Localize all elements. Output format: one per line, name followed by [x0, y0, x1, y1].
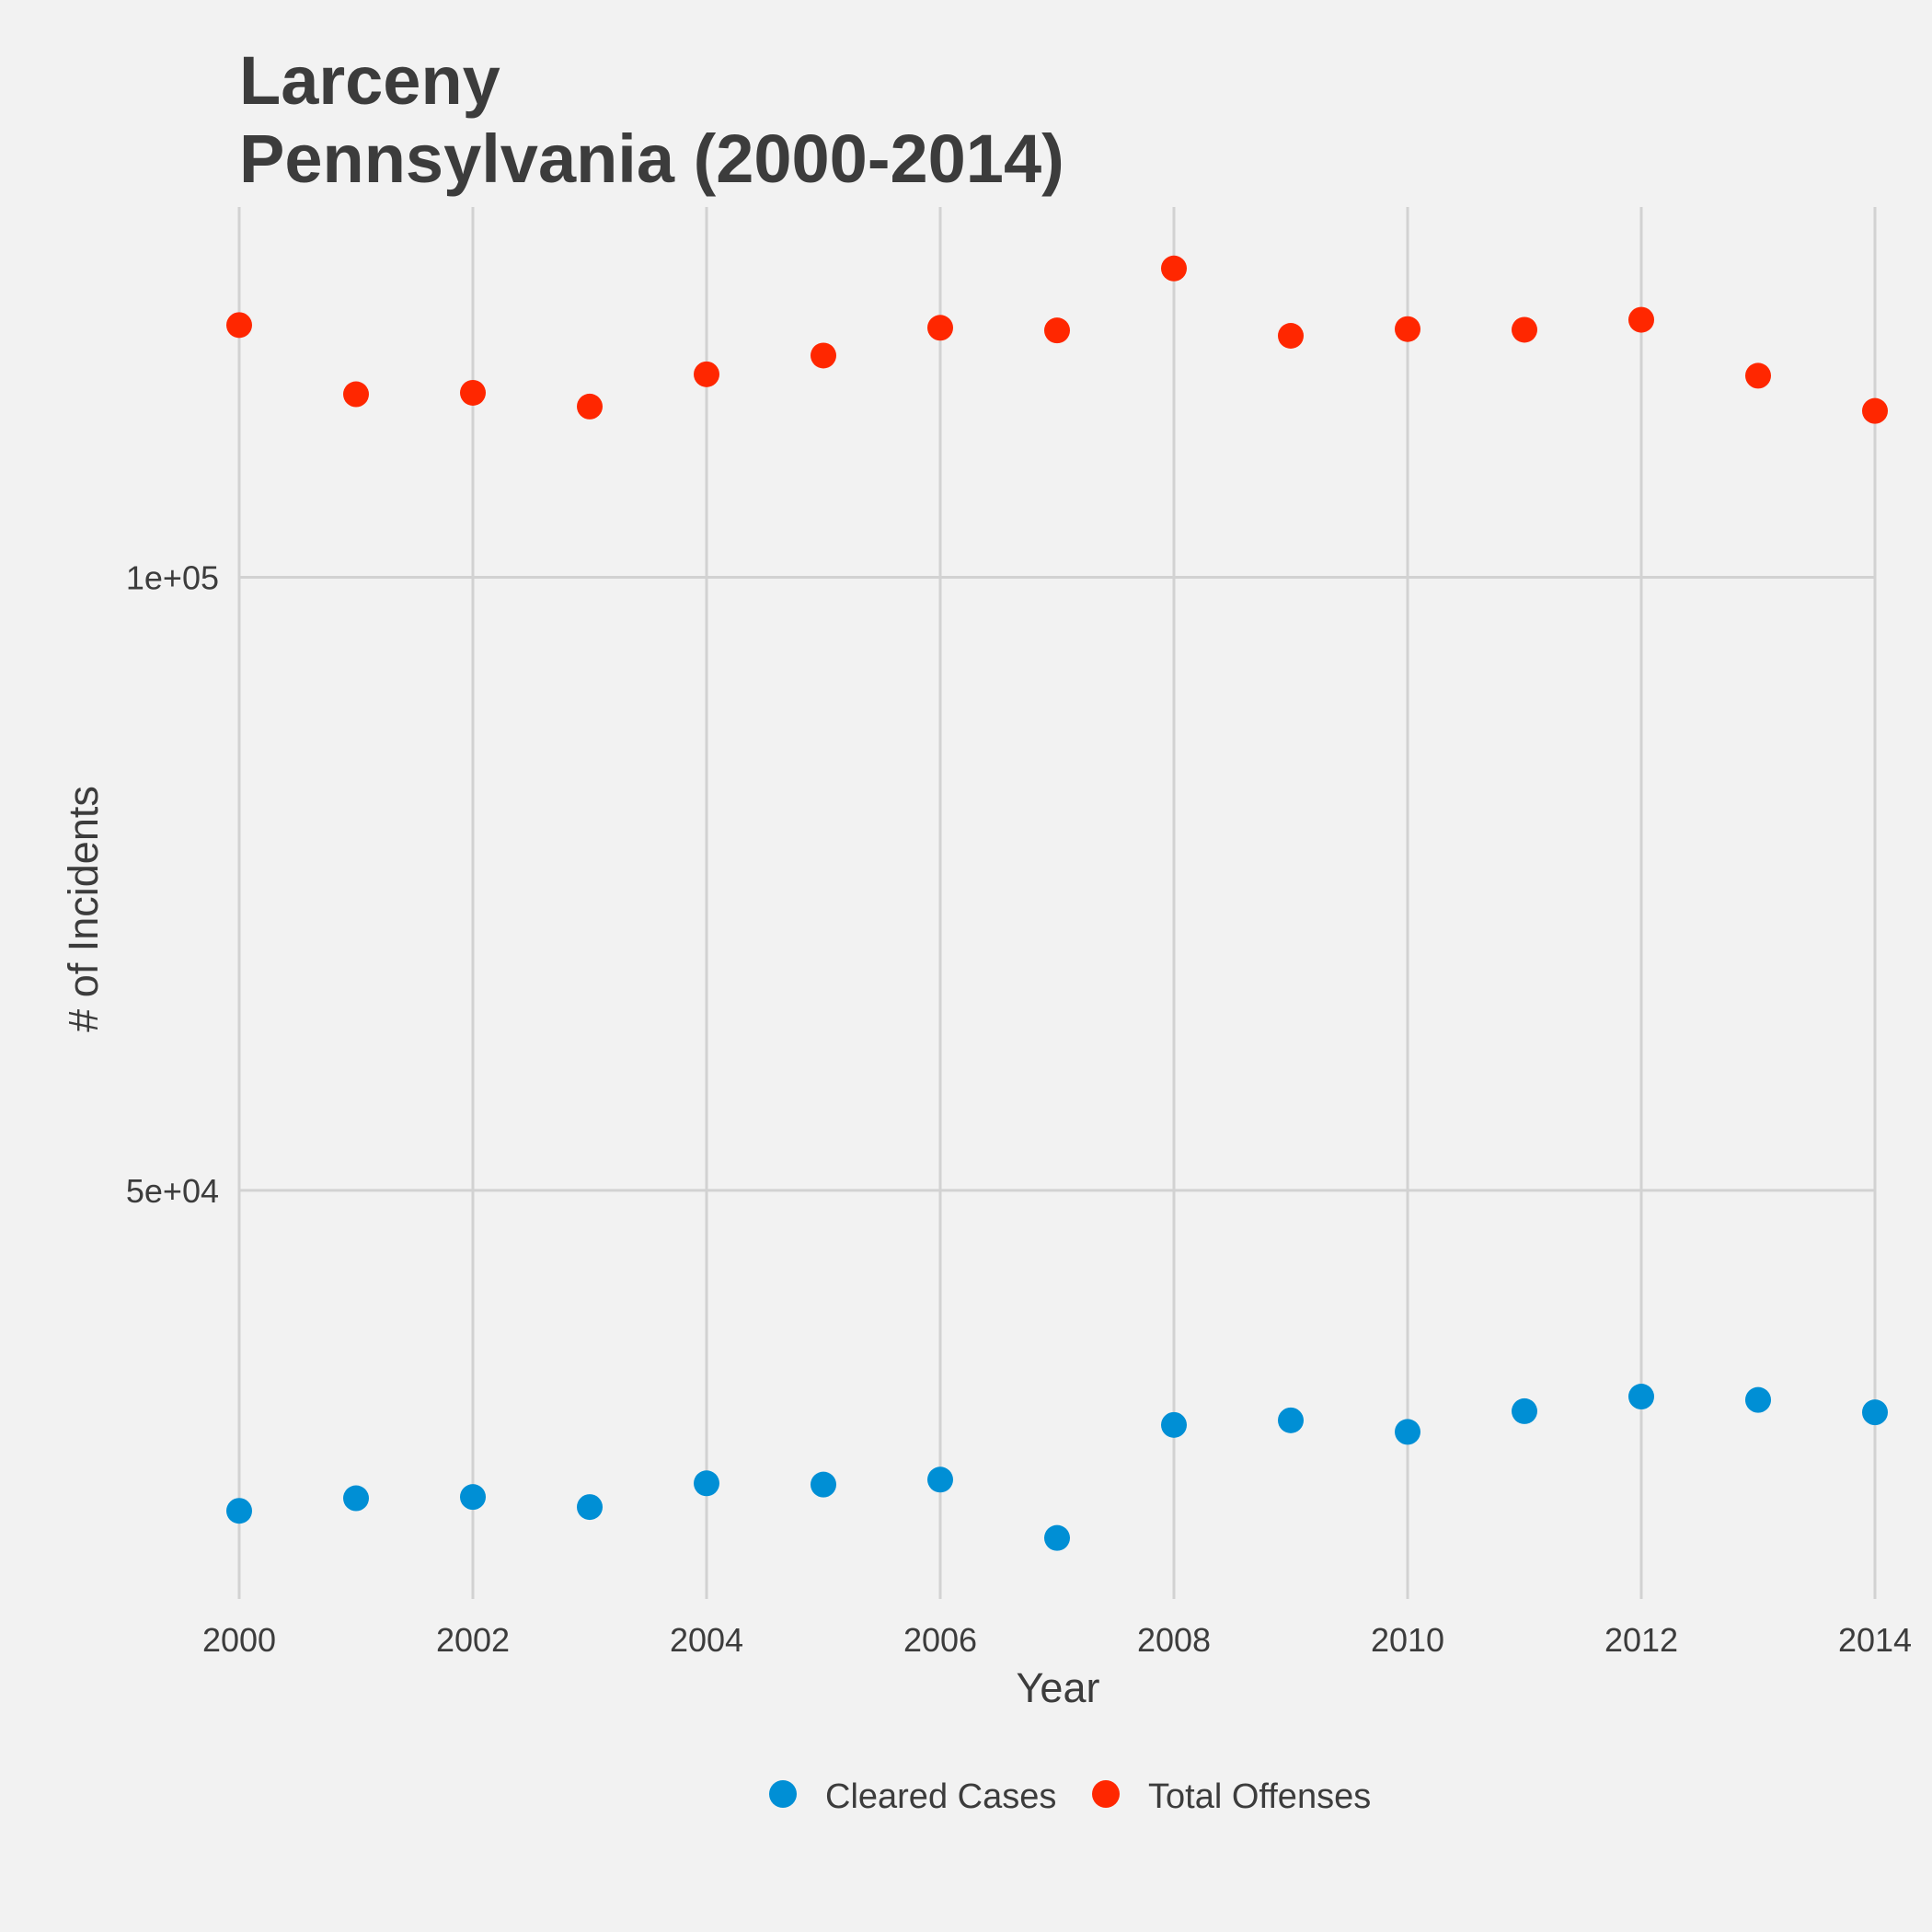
- point-total-offenses: [1161, 255, 1187, 282]
- point-total-offenses: [1044, 317, 1070, 344]
- x-tick-label: 2014: [1838, 1621, 1912, 1659]
- point-total-offenses: [1862, 397, 1888, 424]
- point-total-offenses: [1745, 362, 1771, 389]
- point-total-offenses: [226, 312, 252, 339]
- grid-lines: [237, 207, 1877, 1599]
- point-cleared-cases: [1044, 1524, 1070, 1551]
- point-total-offenses: [343, 381, 369, 408]
- point-total-offenses: [460, 379, 486, 406]
- point-cleared-cases: [226, 1498, 252, 1524]
- point-cleared-cases: [1745, 1386, 1771, 1413]
- point-total-offenses: [811, 342, 836, 369]
- y-axis-title: # of Incidents: [60, 786, 107, 1032]
- x-tick-label: 2000: [202, 1621, 276, 1659]
- point-cleared-cases: [694, 1470, 719, 1497]
- x-tick-label: 2012: [1604, 1621, 1678, 1659]
- point-cleared-cases: [1278, 1407, 1304, 1433]
- point-cleared-cases: [1862, 1399, 1888, 1426]
- legend: Cleared Cases Total Offenses: [769, 1777, 1371, 1816]
- y-tick-label: 1e+05: [126, 559, 219, 597]
- point-cleared-cases: [460, 1484, 486, 1511]
- x-axis-title: Year: [1017, 1664, 1100, 1711]
- point-cleared-cases: [343, 1485, 369, 1512]
- x-tick-label: 2006: [903, 1621, 977, 1659]
- tick-labels: 2000 2002 2004 2006 2008 2010 2012 2014 5e+04 1e+…: [126, 559, 1912, 1659]
- y-tick-label: 5e+04: [126, 1172, 219, 1210]
- point-total-offenses: [1278, 322, 1304, 349]
- chart-title-line-1: Larceny: [239, 42, 500, 119]
- point-cleared-cases: [811, 1471, 836, 1498]
- legend-swatch-cleared-cases: [769, 1780, 797, 1808]
- point-total-offenses: [1395, 316, 1420, 342]
- legend-label-total-offenses: Total Offenses: [1148, 1777, 1371, 1816]
- point-cleared-cases: [577, 1494, 603, 1521]
- x-tick-label: 2010: [1371, 1621, 1444, 1659]
- legend-label-cleared-cases: Cleared Cases: [825, 1777, 1056, 1816]
- x-tick-label: 2008: [1137, 1621, 1211, 1659]
- point-cleared-cases: [927, 1466, 953, 1493]
- point-total-offenses: [694, 361, 719, 387]
- x-tick-label: 2002: [436, 1621, 510, 1659]
- point-cleared-cases: [1628, 1384, 1654, 1410]
- legend-swatch-total-offenses: [1092, 1780, 1120, 1808]
- point-total-offenses: [1628, 306, 1654, 333]
- point-total-offenses: [577, 393, 603, 420]
- point-total-offenses: [927, 315, 953, 341]
- point-cleared-cases: [1395, 1419, 1420, 1445]
- chart-title-line-2: Pennsylvania (2000-2014): [239, 121, 1064, 197]
- data-points: [226, 255, 1888, 1551]
- point-total-offenses: [1512, 316, 1537, 343]
- x-tick-label: 2004: [670, 1621, 743, 1659]
- point-cleared-cases: [1512, 1397, 1537, 1424]
- point-cleared-cases: [1161, 1411, 1187, 1438]
